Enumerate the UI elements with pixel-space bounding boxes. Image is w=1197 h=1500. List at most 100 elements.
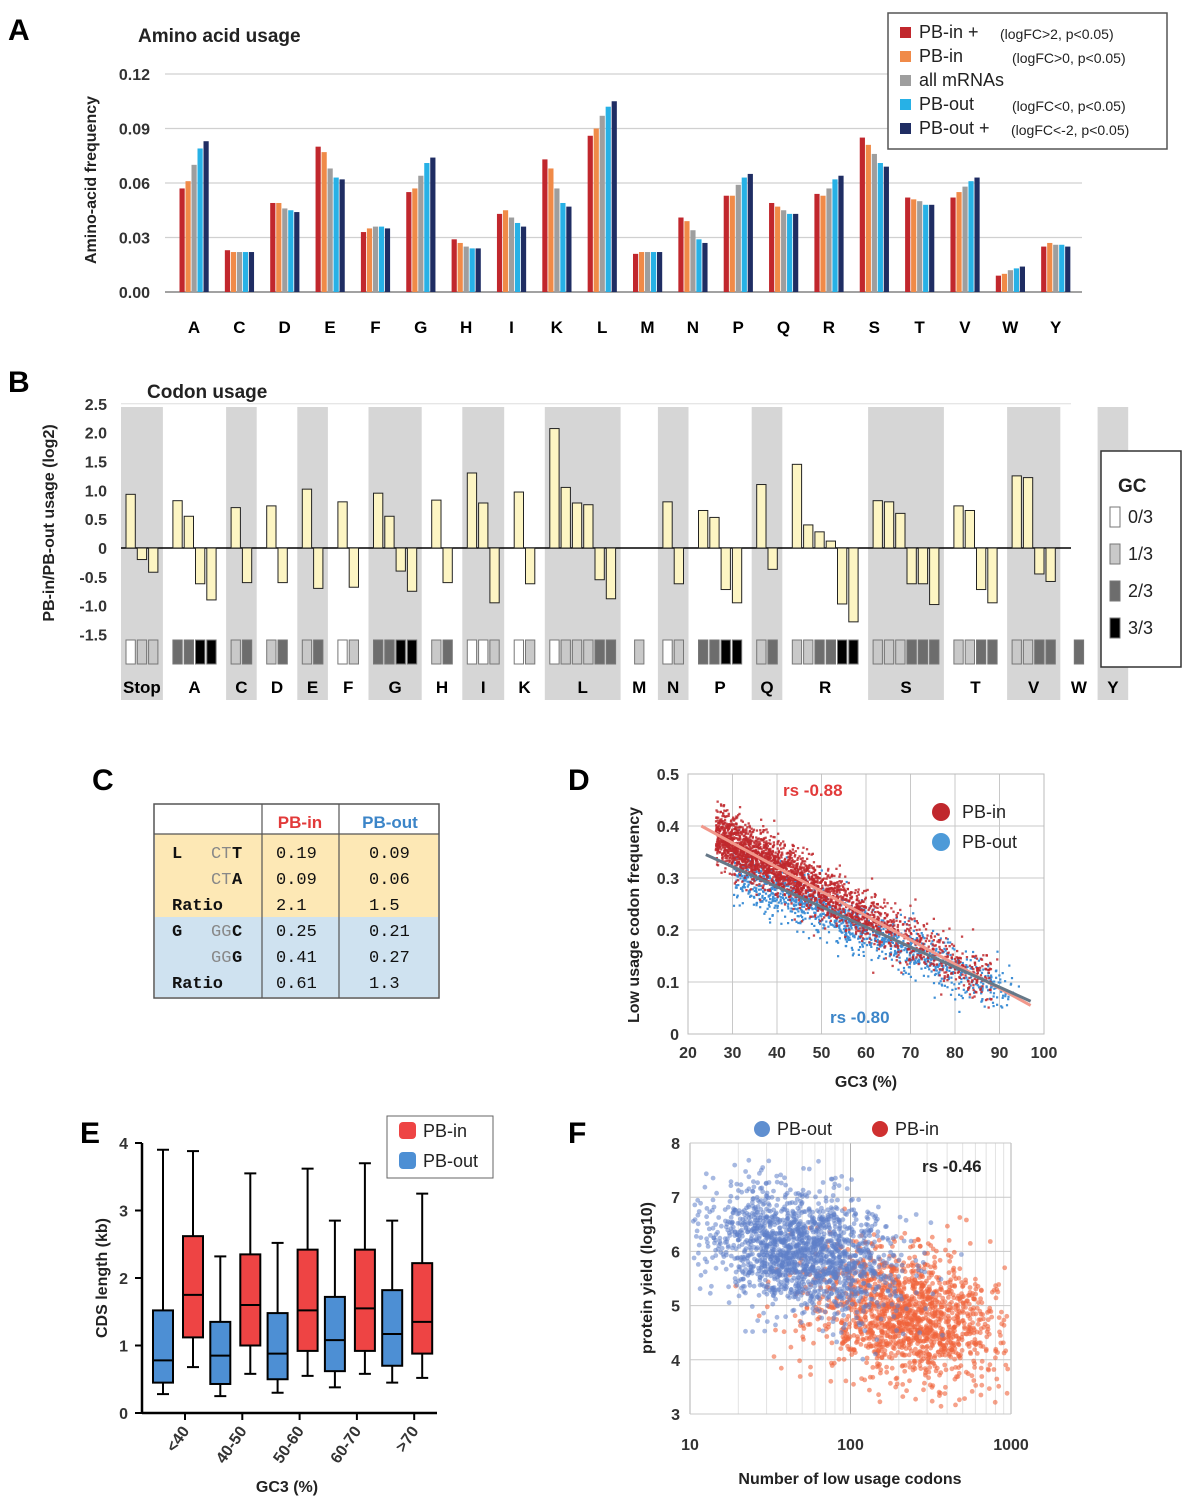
- scatter-point-pbout: [953, 983, 956, 986]
- panel-e-ytick: 0: [119, 1406, 128, 1423]
- scatter-point-pbin: [769, 851, 772, 854]
- scatter-point-pbout: [1017, 985, 1020, 988]
- scatter-point-pbin: [884, 905, 887, 908]
- scatter-point-pbin: [854, 932, 858, 935]
- scatter-point-pbin: [771, 868, 774, 871]
- scatter-point-pbin: [748, 826, 752, 829]
- panel-b-ylabel: PB-in/PB-out usage (log2): [41, 424, 58, 621]
- scatter-point-pbin: [925, 937, 928, 940]
- panel-b-title: Codon usage: [147, 382, 267, 403]
- scatter-point-pbin: [873, 942, 876, 946]
- scatter-point-pbin: [878, 912, 881, 915]
- scatter-point-pbout: [811, 908, 814, 911]
- scatter-point-pbout: [739, 887, 743, 890]
- scatter-point-pbin: [730, 822, 733, 825]
- scatter-point-pbin: [756, 845, 759, 848]
- scatter-point-pbin: [937, 933, 940, 936]
- scatter-point-pbin: [864, 896, 867, 899]
- scatter-point-pbout: [822, 927, 825, 930]
- scatter-point-pbout: [741, 902, 744, 905]
- scatter-point-pbin: [790, 902, 793, 905]
- scatter-point-pbin: [956, 971, 960, 974]
- bar-C-3: [242, 252, 249, 292]
- scatter-point-pbin: [891, 920, 894, 923]
- scatter-point-pbin: [848, 900, 851, 903]
- scatter-point-pbin: [776, 861, 779, 864]
- scatter-point-pbin: [824, 883, 827, 886]
- scatter-point-pbin: [717, 840, 720, 843]
- scatter-point-pbin: [813, 869, 817, 872]
- scatter-point-pbin: [821, 896, 824, 899]
- scatter-point-pbout: [802, 910, 805, 913]
- scatter-point-pbin: [792, 869, 795, 872]
- legend-pbout: PB-out: [962, 832, 1017, 852]
- scatter-point-pbin: [911, 957, 914, 960]
- scatter-point-pbout: [979, 985, 982, 988]
- gc-box-Q-1: [767, 639, 778, 665]
- scatter-point-pbin: [885, 930, 888, 933]
- scatter-point-pbout: [770, 887, 773, 890]
- bar-I-2: [508, 217, 515, 292]
- scatter-point-pbin: [832, 891, 835, 895]
- scatter-point-pbin: [797, 871, 800, 874]
- codon-bar-C-1: [241, 547, 253, 584]
- scatter-point-pbin: [872, 903, 875, 906]
- scatter-point-pbout: [787, 902, 790, 905]
- scatter-point-pbout: [813, 895, 816, 898]
- scatter-point-pbin: [927, 956, 930, 959]
- panel-e-category: 60-70: [328, 1423, 365, 1466]
- scatter-point-pbin: [753, 849, 756, 852]
- scatter-point-pbout: [769, 898, 772, 901]
- scatter-point-pbin: [754, 874, 758, 877]
- scatter-point-pbout: [758, 888, 761, 891]
- scatter-point-pbout: [892, 922, 895, 926]
- scatter-point-pbin: [753, 869, 756, 872]
- scatter-point-pbin: [940, 1295, 946, 1301]
- scatter-point-pbin: [840, 919, 843, 922]
- scatter-point-pbin: [717, 827, 720, 830]
- gc-box-V-0: [1011, 639, 1022, 665]
- scatter-point-pbout: [847, 921, 850, 924]
- panel-a-category: T: [914, 318, 925, 337]
- scatter-point-pbout: [735, 879, 738, 882]
- scatter-point-pbout: [965, 976, 968, 979]
- scatter-point-pbin: [751, 836, 754, 839]
- scatter-point-pbin: [863, 928, 866, 932]
- scatter-point-pbin: [764, 858, 768, 861]
- scatter-point-pbout: [843, 918, 846, 922]
- scatter-point-pbin: [781, 880, 785, 883]
- scatter-point-pbin: [720, 844, 723, 847]
- scatter-point-pbin: [776, 852, 779, 856]
- scatter-point-pbin: [917, 933, 920, 936]
- scatter-point-pbin: [807, 876, 811, 879]
- gc-box-T-0: [953, 639, 964, 665]
- scatter-point-pbin: [764, 848, 767, 852]
- scatter-point-pbin: [893, 933, 896, 936]
- panel-b-category: G: [388, 678, 401, 697]
- scatter-point-pbout: [993, 980, 996, 983]
- codon-bar-V-1: [1022, 477, 1034, 549]
- scatter-point-pbin: [837, 915, 840, 919]
- scatter-point-pbin: [924, 928, 928, 931]
- scatter-point-pbin: [782, 884, 785, 887]
- scatter-point-pbin: [812, 934, 816, 937]
- scatter-point-pbin: [733, 859, 736, 862]
- scatter-point-pbin: [779, 854, 782, 857]
- scatter-point-pbout: [844, 925, 847, 928]
- scatter-point-pbin: [810, 898, 813, 901]
- scatter-point-pbout: [791, 919, 794, 922]
- codon-bar-T-0: [953, 505, 964, 549]
- scatter-point-pbin: [863, 922, 866, 925]
- scatter-point-pbin: [808, 887, 811, 890]
- scatter-point-pbin: [878, 941, 881, 944]
- scatter-point-pbin: [948, 927, 951, 930]
- scatter-point-pbin: [769, 842, 772, 846]
- scatter-point-pbin: [760, 839, 764, 842]
- panel-a-category: F: [370, 318, 380, 337]
- scatter-point-pbin: [866, 888, 869, 892]
- scatter-point-pbout: [739, 877, 742, 880]
- scatter-point-pbout: [828, 916, 831, 919]
- scatter-point-pbin: [816, 909, 820, 912]
- panel-label-c: C: [92, 764, 114, 797]
- scatter-point-pbin: [750, 870, 753, 873]
